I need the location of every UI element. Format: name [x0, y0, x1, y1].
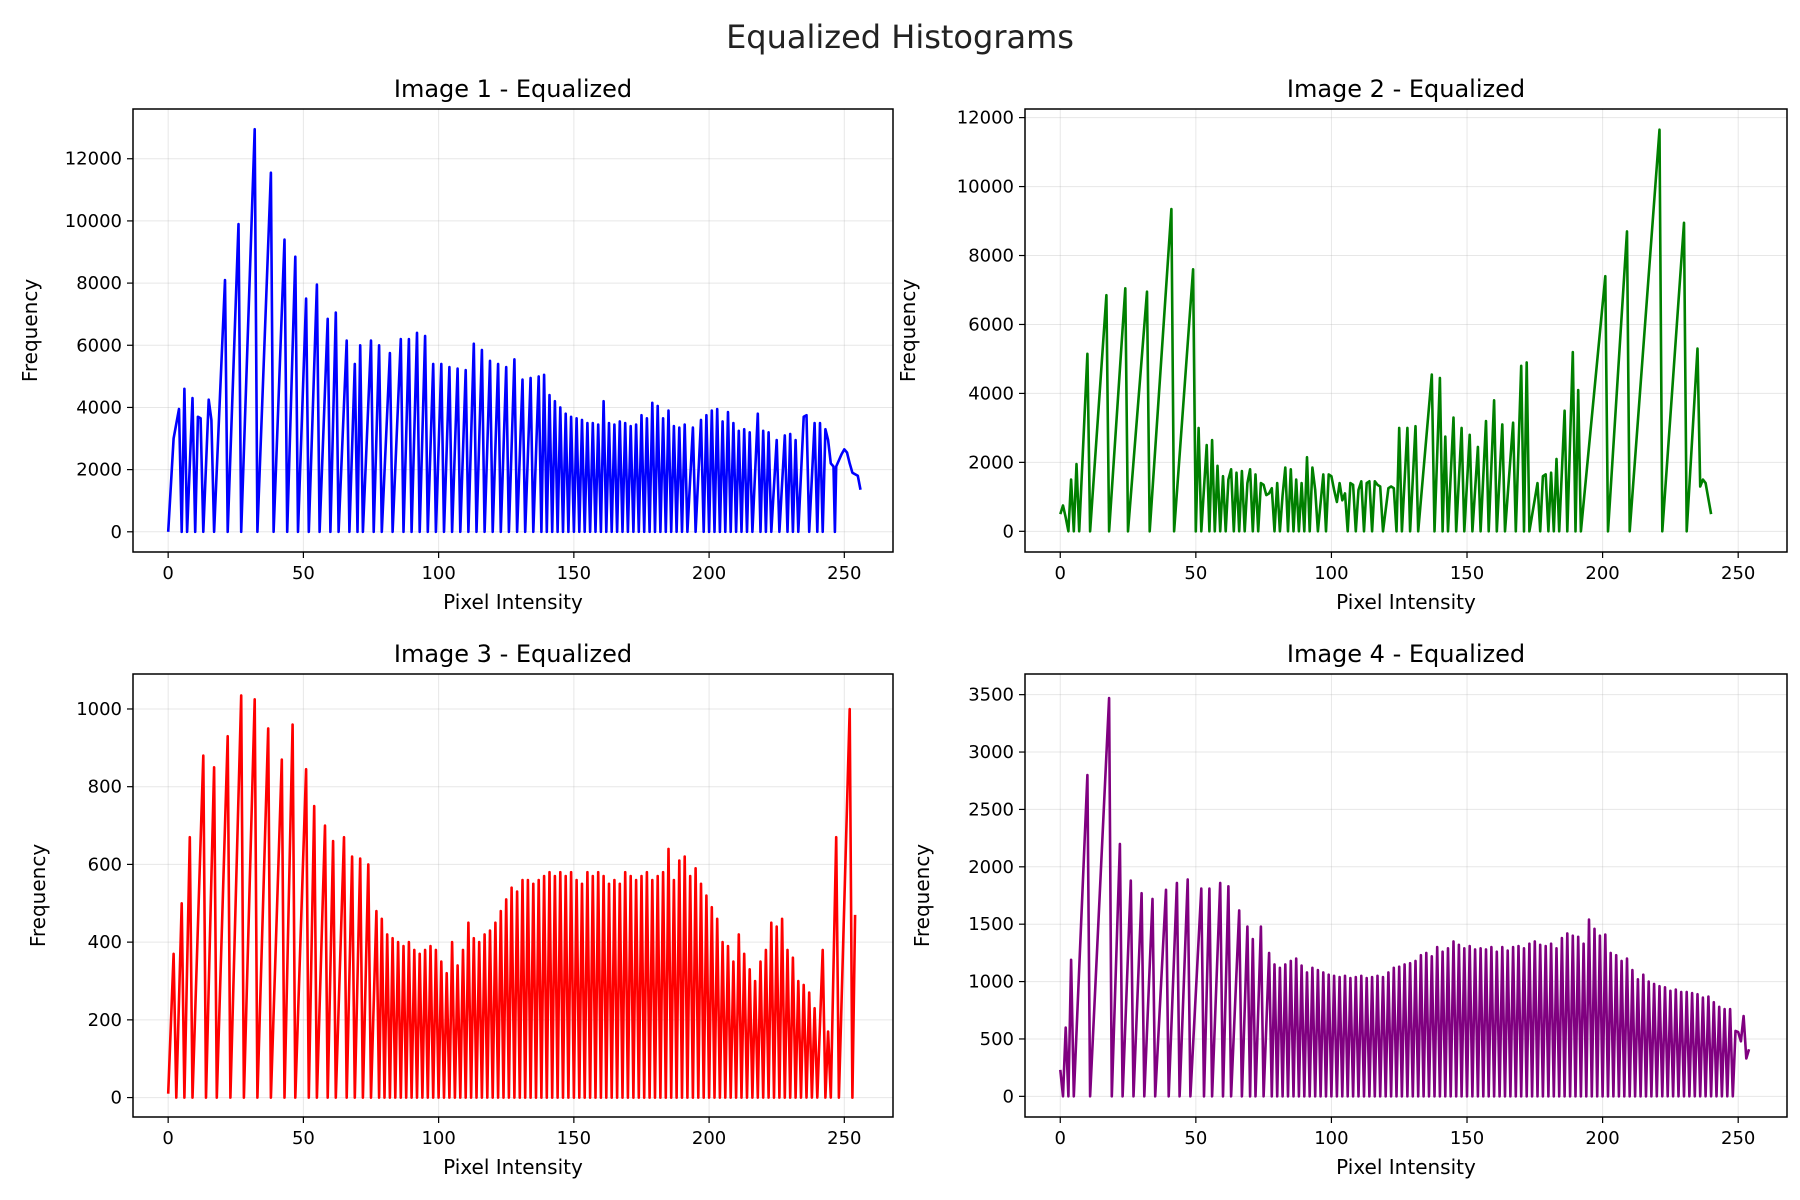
- x-tick-label: 200: [692, 563, 726, 584]
- chart-panel-1: 0 50 100 150 200 250 0 2000 4000 6000 8000 10000 120…: [18, 75, 894, 614]
- y-tick-label: 1000: [968, 972, 1014, 993]
- panel-title: Image 3 - Equalized: [394, 640, 632, 668]
- y-tick-label: 10000: [957, 177, 1014, 198]
- axes-frame: [1024, 673, 1788, 1118]
- grid-lines: [1025, 109, 1787, 552]
- chart-panel-2: 0 50 100 150 200 250 0 2000 4000 6000 8000 10000 120…: [896, 75, 1788, 614]
- x-tick-label: 100: [421, 1128, 455, 1149]
- x-tick-label: 150: [557, 1128, 591, 1149]
- x-tick-label: 150: [1450, 563, 1484, 584]
- y-tick-label: 12000: [65, 149, 122, 170]
- x-tick-label: 250: [1721, 563, 1755, 584]
- figure-title: Equalized Histograms: [726, 18, 1074, 56]
- y-tick-label: 6000: [76, 335, 122, 356]
- y-tick-label: 2000: [968, 857, 1014, 878]
- y-tick-label: 8000: [968, 246, 1014, 267]
- y-tick-label: 2000: [968, 452, 1014, 473]
- y-tick-label: 4000: [968, 383, 1014, 404]
- y-tick-label: 0: [1003, 1086, 1014, 1107]
- y-tick-label: 0: [111, 522, 122, 543]
- x-tick-label: 0: [1055, 563, 1066, 584]
- x-tick-label: 150: [557, 563, 591, 584]
- y-axis-label: Frequency: [18, 279, 42, 382]
- x-tick-label: 50: [292, 563, 315, 584]
- series-line: [1059, 128, 1713, 533]
- y-tick-label: 600: [88, 854, 122, 875]
- x-tick-label: 200: [692, 1128, 726, 1149]
- x-tick-label: 250: [1721, 1128, 1755, 1149]
- x-tick-label: 0: [162, 1128, 173, 1149]
- x-tick-label: 100: [1314, 1128, 1348, 1149]
- y-tick-label: 8000: [76, 273, 122, 294]
- x-axis-label: Pixel Intensity: [443, 1155, 583, 1179]
- y-tick-label: 0: [1003, 521, 1014, 542]
- axes-frame: [132, 108, 894, 553]
- x-tick-label: 100: [1314, 563, 1348, 584]
- x-tick-label: 250: [827, 563, 861, 584]
- panel-title: Image 4 - Equalized: [1287, 640, 1525, 668]
- axes-frame: [1024, 108, 1788, 553]
- chart-panel-3: 0 50 100 150 200 250 0 200 400 600 800 1000 Image 3 …: [26, 640, 894, 1179]
- y-tick-label: 1500: [968, 914, 1014, 935]
- series-line: [166, 694, 857, 1099]
- y-tick-label: 4000: [76, 397, 122, 418]
- x-axis-label: Pixel Intensity: [443, 590, 583, 614]
- x-tick-label: 200: [1585, 563, 1619, 584]
- y-axis-label: Frequency: [910, 844, 934, 947]
- x-tick-label: 250: [827, 1128, 861, 1149]
- x-tick-label: 0: [1055, 1128, 1066, 1149]
- y-tick-label: 1000: [76, 699, 122, 720]
- x-tick-label: 50: [1184, 563, 1207, 584]
- x-tick-label: 50: [292, 1128, 315, 1149]
- x-tick-label: 150: [1450, 1128, 1484, 1149]
- y-tick-label: 2000: [76, 460, 122, 481]
- y-tick-label: 3500: [968, 685, 1014, 706]
- y-tick-label: 6000: [968, 314, 1014, 335]
- y-tick-label: 10000: [65, 211, 122, 232]
- y-axis-label: Frequency: [896, 279, 920, 382]
- y-tick-label: 2500: [968, 799, 1014, 820]
- x-tick-label: 0: [162, 563, 173, 584]
- series-line: [1059, 696, 1751, 1098]
- chart-panel-4: 0 50 100 150 200 2500500100015002000250030003…: [910, 640, 1788, 1179]
- y-tick-label: 0: [111, 1088, 122, 1109]
- y-tick-label: 400: [88, 932, 122, 953]
- panel-title: Image 2 - Equalized: [1287, 75, 1525, 103]
- y-tick-label: 200: [88, 1010, 122, 1031]
- x-axis-label: Pixel Intensity: [1336, 1155, 1476, 1179]
- x-tick-label: 200: [1585, 1128, 1619, 1149]
- x-tick-label: 100: [421, 563, 455, 584]
- y-tick-label: 12000: [957, 108, 1014, 129]
- grid-lines: [1025, 674, 1787, 1117]
- y-tick-label: 800: [88, 777, 122, 798]
- y-tick-label: 3000: [968, 742, 1014, 763]
- series-line: [166, 127, 862, 534]
- axes-frame: [132, 673, 894, 1118]
- y-tick-label: 500: [980, 1029, 1014, 1050]
- x-tick-label: 50: [1184, 1128, 1207, 1149]
- x-axis-label: Pixel Intensity: [1336, 590, 1476, 614]
- y-axis-label: Frequency: [26, 844, 50, 947]
- panel-title: Image 1 - Equalized: [394, 75, 632, 103]
